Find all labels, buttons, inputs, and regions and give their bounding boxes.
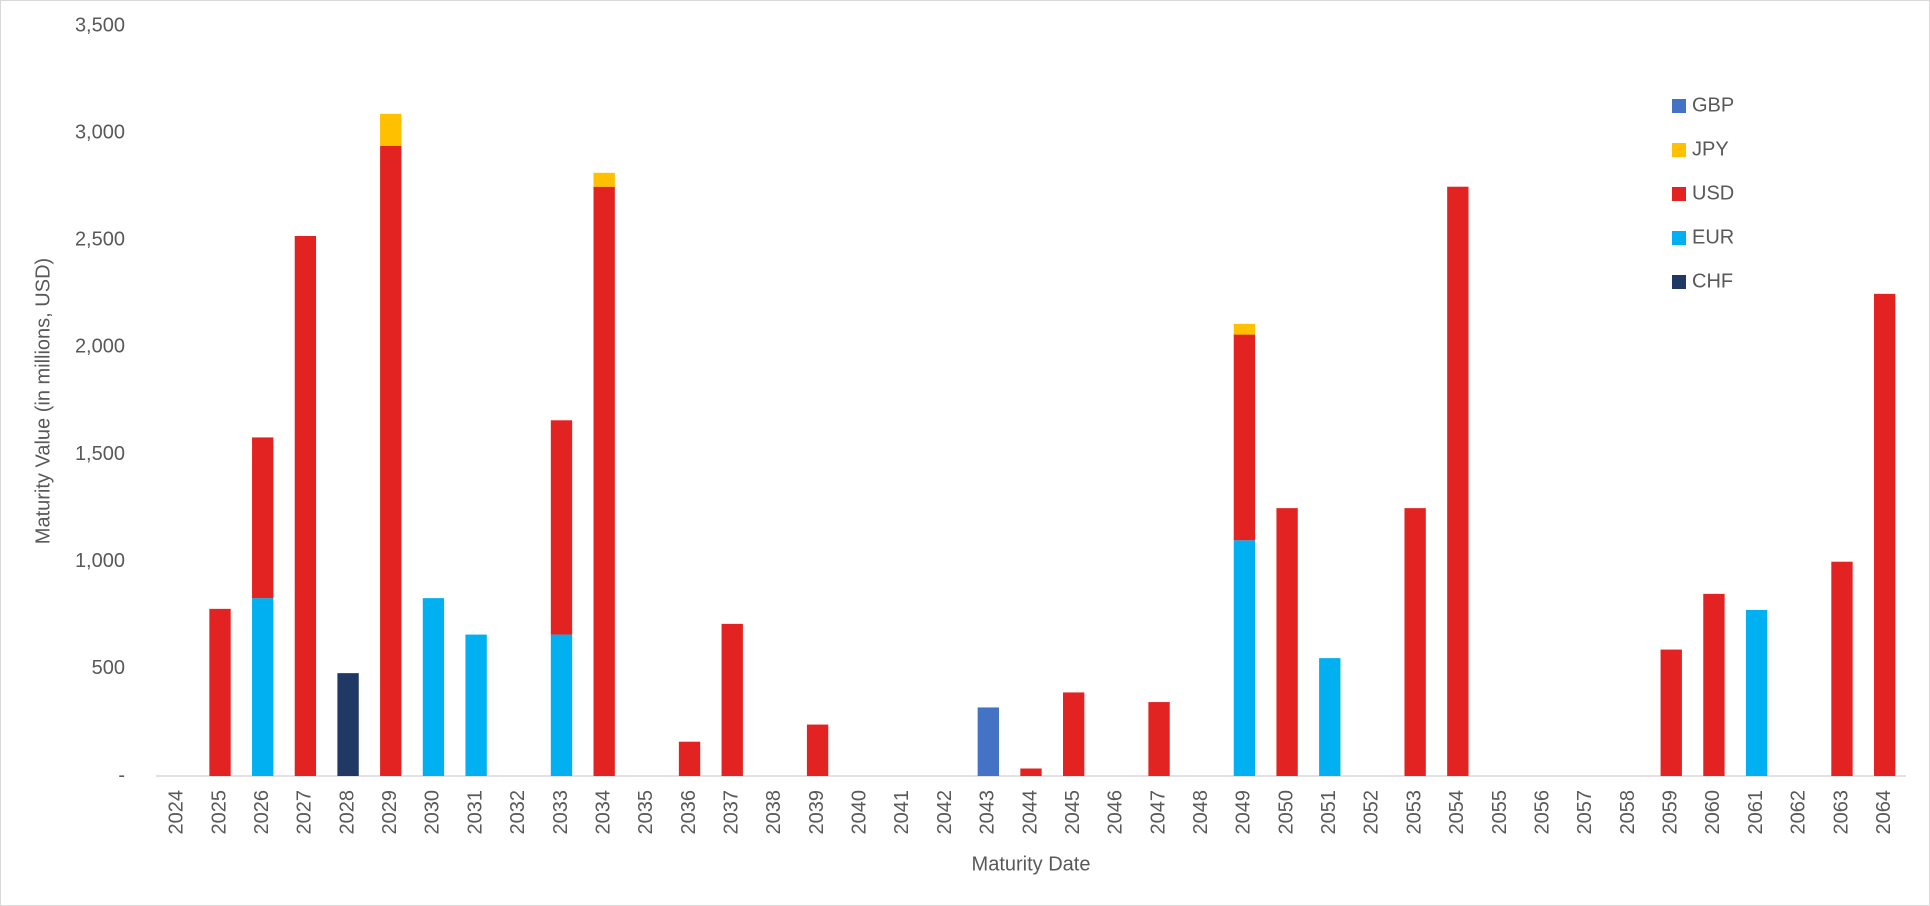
x-tick-label: 2044 [1019,790,1041,835]
bar-segment [1447,186,1469,776]
x-tick-label: 2028 [336,790,358,835]
x-tick-label: 2038 [763,790,785,835]
x-tick-label: 2045 [1062,790,1084,835]
bar-segment [550,420,573,635]
x-tick-label: 2040 [849,790,871,835]
x-tick-label: 2052 [1361,790,1383,835]
legend-label: GBP [1692,94,1734,116]
legend-label: JPY [1692,138,1729,160]
bar-segment [1745,609,1768,776]
x-tick-label: 2031 [464,790,486,835]
x-tick-label: 2046 [1105,790,1127,835]
bar-segment [337,673,359,776]
x-tick-label: 2059 [1660,790,1682,835]
bar-segment [209,608,231,776]
bar-segment [294,236,317,776]
bar-segment [380,113,402,146]
x-tick-label: 2051 [1318,790,1340,835]
x-tick-label: 2058 [1617,790,1639,835]
bar-segment [1063,692,1085,776]
x-tick-label: 2043 [977,790,999,835]
y-tick-label: 1,000 [75,550,125,572]
bar-segment [550,634,573,776]
y-axis-label: Maturity Value (in millions, USD) [32,258,54,544]
x-tick-label: 2062 [1788,790,1810,835]
x-axis-label: Maturity Date [972,853,1091,875]
legend-label: EUR [1692,226,1734,248]
bar-segment [1873,293,1896,776]
bar-segment [1703,593,1725,776]
bar-segment [1020,768,1042,776]
x-tick-label: 2026 [251,790,273,835]
legend-swatch [1672,99,1686,113]
legend-swatch [1672,143,1686,157]
x-tick-label: 2064 [1873,790,1895,835]
bar-segment [380,146,402,776]
x-tick-label: 2054 [1446,790,1468,835]
x-tick-label: 2048 [1190,790,1212,835]
x-tick-label: 2039 [806,790,828,835]
y-tick-label: 2,500 [75,229,125,251]
y-tick-label: 1,500 [75,443,125,465]
x-tick-label: 2050 [1275,790,1297,835]
bar-segment [593,172,615,187]
x-tick-label: 2061 [1745,790,1767,835]
bar-segment [721,623,743,776]
x-tick-label: 2063 [1830,790,1852,835]
y-tick-label: - [118,764,125,786]
bar-segment [1276,508,1298,776]
x-tick-label: 2034 [592,790,614,835]
x-tick-label: 2036 [678,790,700,835]
legend-swatch [1672,231,1686,245]
bar-segment [422,598,445,776]
x-tick-label: 2033 [550,790,572,835]
bar-segment [1233,540,1256,776]
x-tick-label: 2047 [1147,790,1169,835]
legend-swatch [1672,275,1686,289]
x-tick-label: 2053 [1403,790,1425,835]
x-tick-label: 2056 [1531,790,1553,835]
x-tick-label: 2049 [1233,790,1255,835]
bar-segment [1148,702,1170,776]
legend-label: USD [1692,182,1734,204]
bar-segment [678,741,701,776]
bar-segment [252,598,274,776]
y-tick-label: 500 [92,657,125,679]
x-tick-label: 2041 [891,790,913,835]
bar-segment [1660,649,1682,776]
x-tick-label: 2030 [422,790,444,835]
x-tick-label: 2029 [379,790,401,835]
x-tick-label: 2042 [934,790,956,835]
x-tick-label: 2055 [1489,790,1511,835]
bar-segment [1831,561,1853,776]
legend-label: CHF [1692,270,1733,292]
bar-segment [1233,334,1256,541]
y-tick-label: 3,500 [75,14,125,36]
x-tick-label: 2037 [721,790,743,835]
bar-segment [593,186,615,776]
x-tick-label: 2024 [166,790,188,835]
bar-segment [1233,323,1256,335]
x-tick-label: 2025 [208,790,230,835]
y-tick-label: 3,000 [75,121,125,143]
y-tick-label: 2,000 [75,336,125,358]
bar-segment [465,634,487,776]
bar-segment [252,437,274,599]
bar-segment [1319,658,1341,776]
bar-segment [1404,508,1426,776]
legend-swatch [1672,187,1686,201]
bar-segment [977,707,999,776]
x-tick-label: 2027 [294,790,316,835]
bar-segment [806,724,829,776]
x-tick-label: 2035 [635,790,657,835]
x-tick-label: 2060 [1702,790,1724,835]
x-tick-label: 2032 [507,790,529,835]
x-tick-label: 2057 [1574,790,1596,835]
